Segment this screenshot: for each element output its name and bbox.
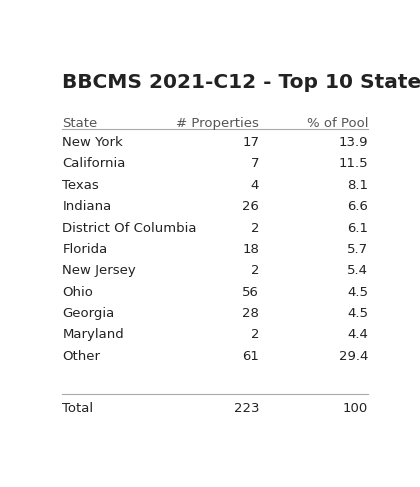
Text: 18: 18 <box>242 243 259 256</box>
Text: 8.1: 8.1 <box>347 179 368 192</box>
Text: 61: 61 <box>242 350 259 363</box>
Text: 5.4: 5.4 <box>347 264 368 277</box>
Text: New York: New York <box>62 136 123 149</box>
Text: 4: 4 <box>251 179 259 192</box>
Text: 29.4: 29.4 <box>339 350 368 363</box>
Text: 56: 56 <box>242 286 259 299</box>
Text: Ohio: Ohio <box>62 286 93 299</box>
Text: 4.5: 4.5 <box>347 286 368 299</box>
Text: 11.5: 11.5 <box>339 157 368 170</box>
Text: Other: Other <box>62 350 100 363</box>
Text: 223: 223 <box>234 402 259 415</box>
Text: Florida: Florida <box>62 243 108 256</box>
Text: 5.7: 5.7 <box>347 243 368 256</box>
Text: Texas: Texas <box>62 179 99 192</box>
Text: 100: 100 <box>343 402 368 415</box>
Text: State: State <box>62 116 97 130</box>
Text: 6.1: 6.1 <box>347 222 368 235</box>
Text: Indiana: Indiana <box>62 200 112 213</box>
Text: 26: 26 <box>242 200 259 213</box>
Text: Maryland: Maryland <box>62 328 124 341</box>
Text: 13.9: 13.9 <box>339 136 368 149</box>
Text: 2: 2 <box>251 328 259 341</box>
Text: 2: 2 <box>251 222 259 235</box>
Text: Georgia: Georgia <box>62 307 115 320</box>
Text: California: California <box>62 157 126 170</box>
Text: 4.5: 4.5 <box>347 307 368 320</box>
Text: 17: 17 <box>242 136 259 149</box>
Text: 7: 7 <box>251 157 259 170</box>
Text: 4.4: 4.4 <box>347 328 368 341</box>
Text: Total: Total <box>62 402 93 415</box>
Text: % of Pool: % of Pool <box>307 116 368 130</box>
Text: New Jersey: New Jersey <box>62 264 136 277</box>
Text: BBCMS 2021-C12 - Top 10 States: BBCMS 2021-C12 - Top 10 States <box>62 74 420 93</box>
Text: District Of Columbia: District Of Columbia <box>62 222 197 235</box>
Text: 28: 28 <box>242 307 259 320</box>
Text: 2: 2 <box>251 264 259 277</box>
Text: 6.6: 6.6 <box>347 200 368 213</box>
Text: # Properties: # Properties <box>176 116 259 130</box>
